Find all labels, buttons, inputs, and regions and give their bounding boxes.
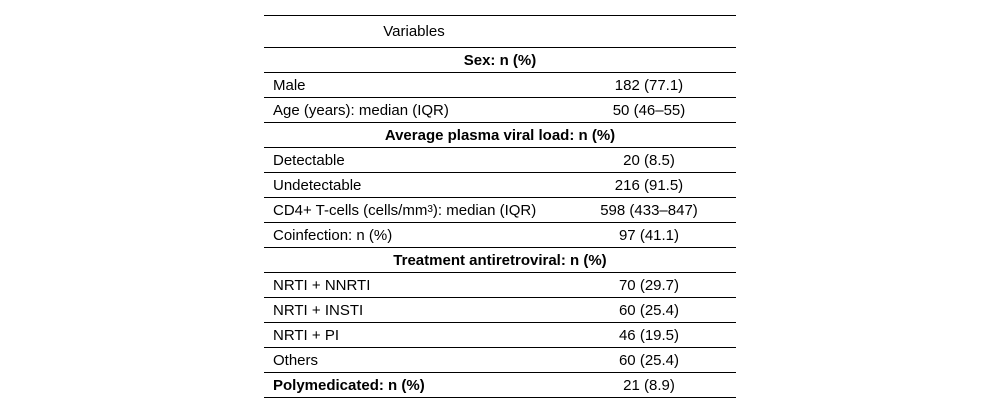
row-label: Undetectable [273,173,563,197]
row-value: 216 (91.5) [614,176,684,194]
header-cell: Variables [383,23,445,40]
data-row: NRTI + PI 46 (19.5) [264,323,736,348]
data-row: Age (years): median (IQR) 50 (46–55) [264,98,736,123]
row-value: 50 (46–55) [612,101,686,119]
section-row: Average plasma viral load: n (%) [264,123,736,148]
row-value: 46 (19.5) [618,326,680,344]
section-row: Sex: n (%) [264,48,736,73]
section-row: Treatment antiretroviral: n (%) [264,248,736,273]
label-text: NRTI + INSTI [273,301,364,319]
row-label: NRTI + NNRTI [273,273,563,297]
row-value: 70 (29.7) [618,276,680,294]
section-label: Treatment antiretroviral: n (%) [393,251,607,269]
label-text: Others [273,351,319,369]
row-label: CD4+ T-cells (cells/mm 3): median (IQR) [273,201,537,219]
data-row: Detectable 20 (8.5) [264,148,736,173]
label-text: Coinfection: n (%) [273,226,393,244]
row-label: Detectable [273,148,563,172]
label-text: Detectable [273,151,345,169]
table: Variables Sex: n (%) Male 182 (77.1) Age (y… [264,15,736,398]
label-text: Male [273,76,306,94]
label-text: CD4+ T-cells (cells/mm [273,201,428,219]
row-value: 97 (41.1) [618,226,680,244]
label-text: NRTI + PI [273,326,339,344]
row-value: 182 (77.1) [614,76,684,94]
row-label: NRTI + INSTI [273,298,563,322]
label-text: ): median (IQR) [432,201,537,219]
section-label: Sex: n (%) [463,51,537,69]
row-label: Age (years): median (IQR) [273,98,563,122]
row-label: Coinfection: n (%) [273,223,563,247]
data-row: Coinfection: n (%) 97 (41.1) [264,223,736,248]
data-row: NRTI + INSTI 60 (25.4) [264,298,736,323]
row-value: 21 (8.9) [623,376,675,394]
row-value: 60 (25.4) [618,301,680,319]
row-value: 20 (8.5) [623,151,675,169]
row-value: 60 (25.4) [618,351,680,369]
data-row: CD4+ T-cells (cells/mm 3): median (IQR) 59… [264,198,736,223]
data-row: Others 60 (25.4) [264,348,736,373]
data-row: Male 182 (77.1) [264,73,736,98]
data-row: NRTI + NNRTI 70 (29.7) [264,273,736,298]
label-text: Age (years): median (IQR) [273,101,449,119]
data-row: Undetectable 216 (91.5) [264,173,736,198]
section-label: Average plasma viral load: n (%) [384,126,616,144]
row-label: Polymedicated: n (%) [273,373,563,397]
label-text: NRTI + NNRTI [273,276,371,294]
row-label: Male [273,73,563,97]
row-label: Others [273,348,563,372]
label-text: Undetectable [273,176,362,194]
header-row: Variables [264,16,736,48]
data-row: Polymedicated: n (%) 21 (8.9) [264,373,736,398]
label-text: Polymedicated: n (%) [273,376,425,394]
row-label: NRTI + PI [273,323,563,347]
row-value: 598 (433–847) [600,201,698,219]
